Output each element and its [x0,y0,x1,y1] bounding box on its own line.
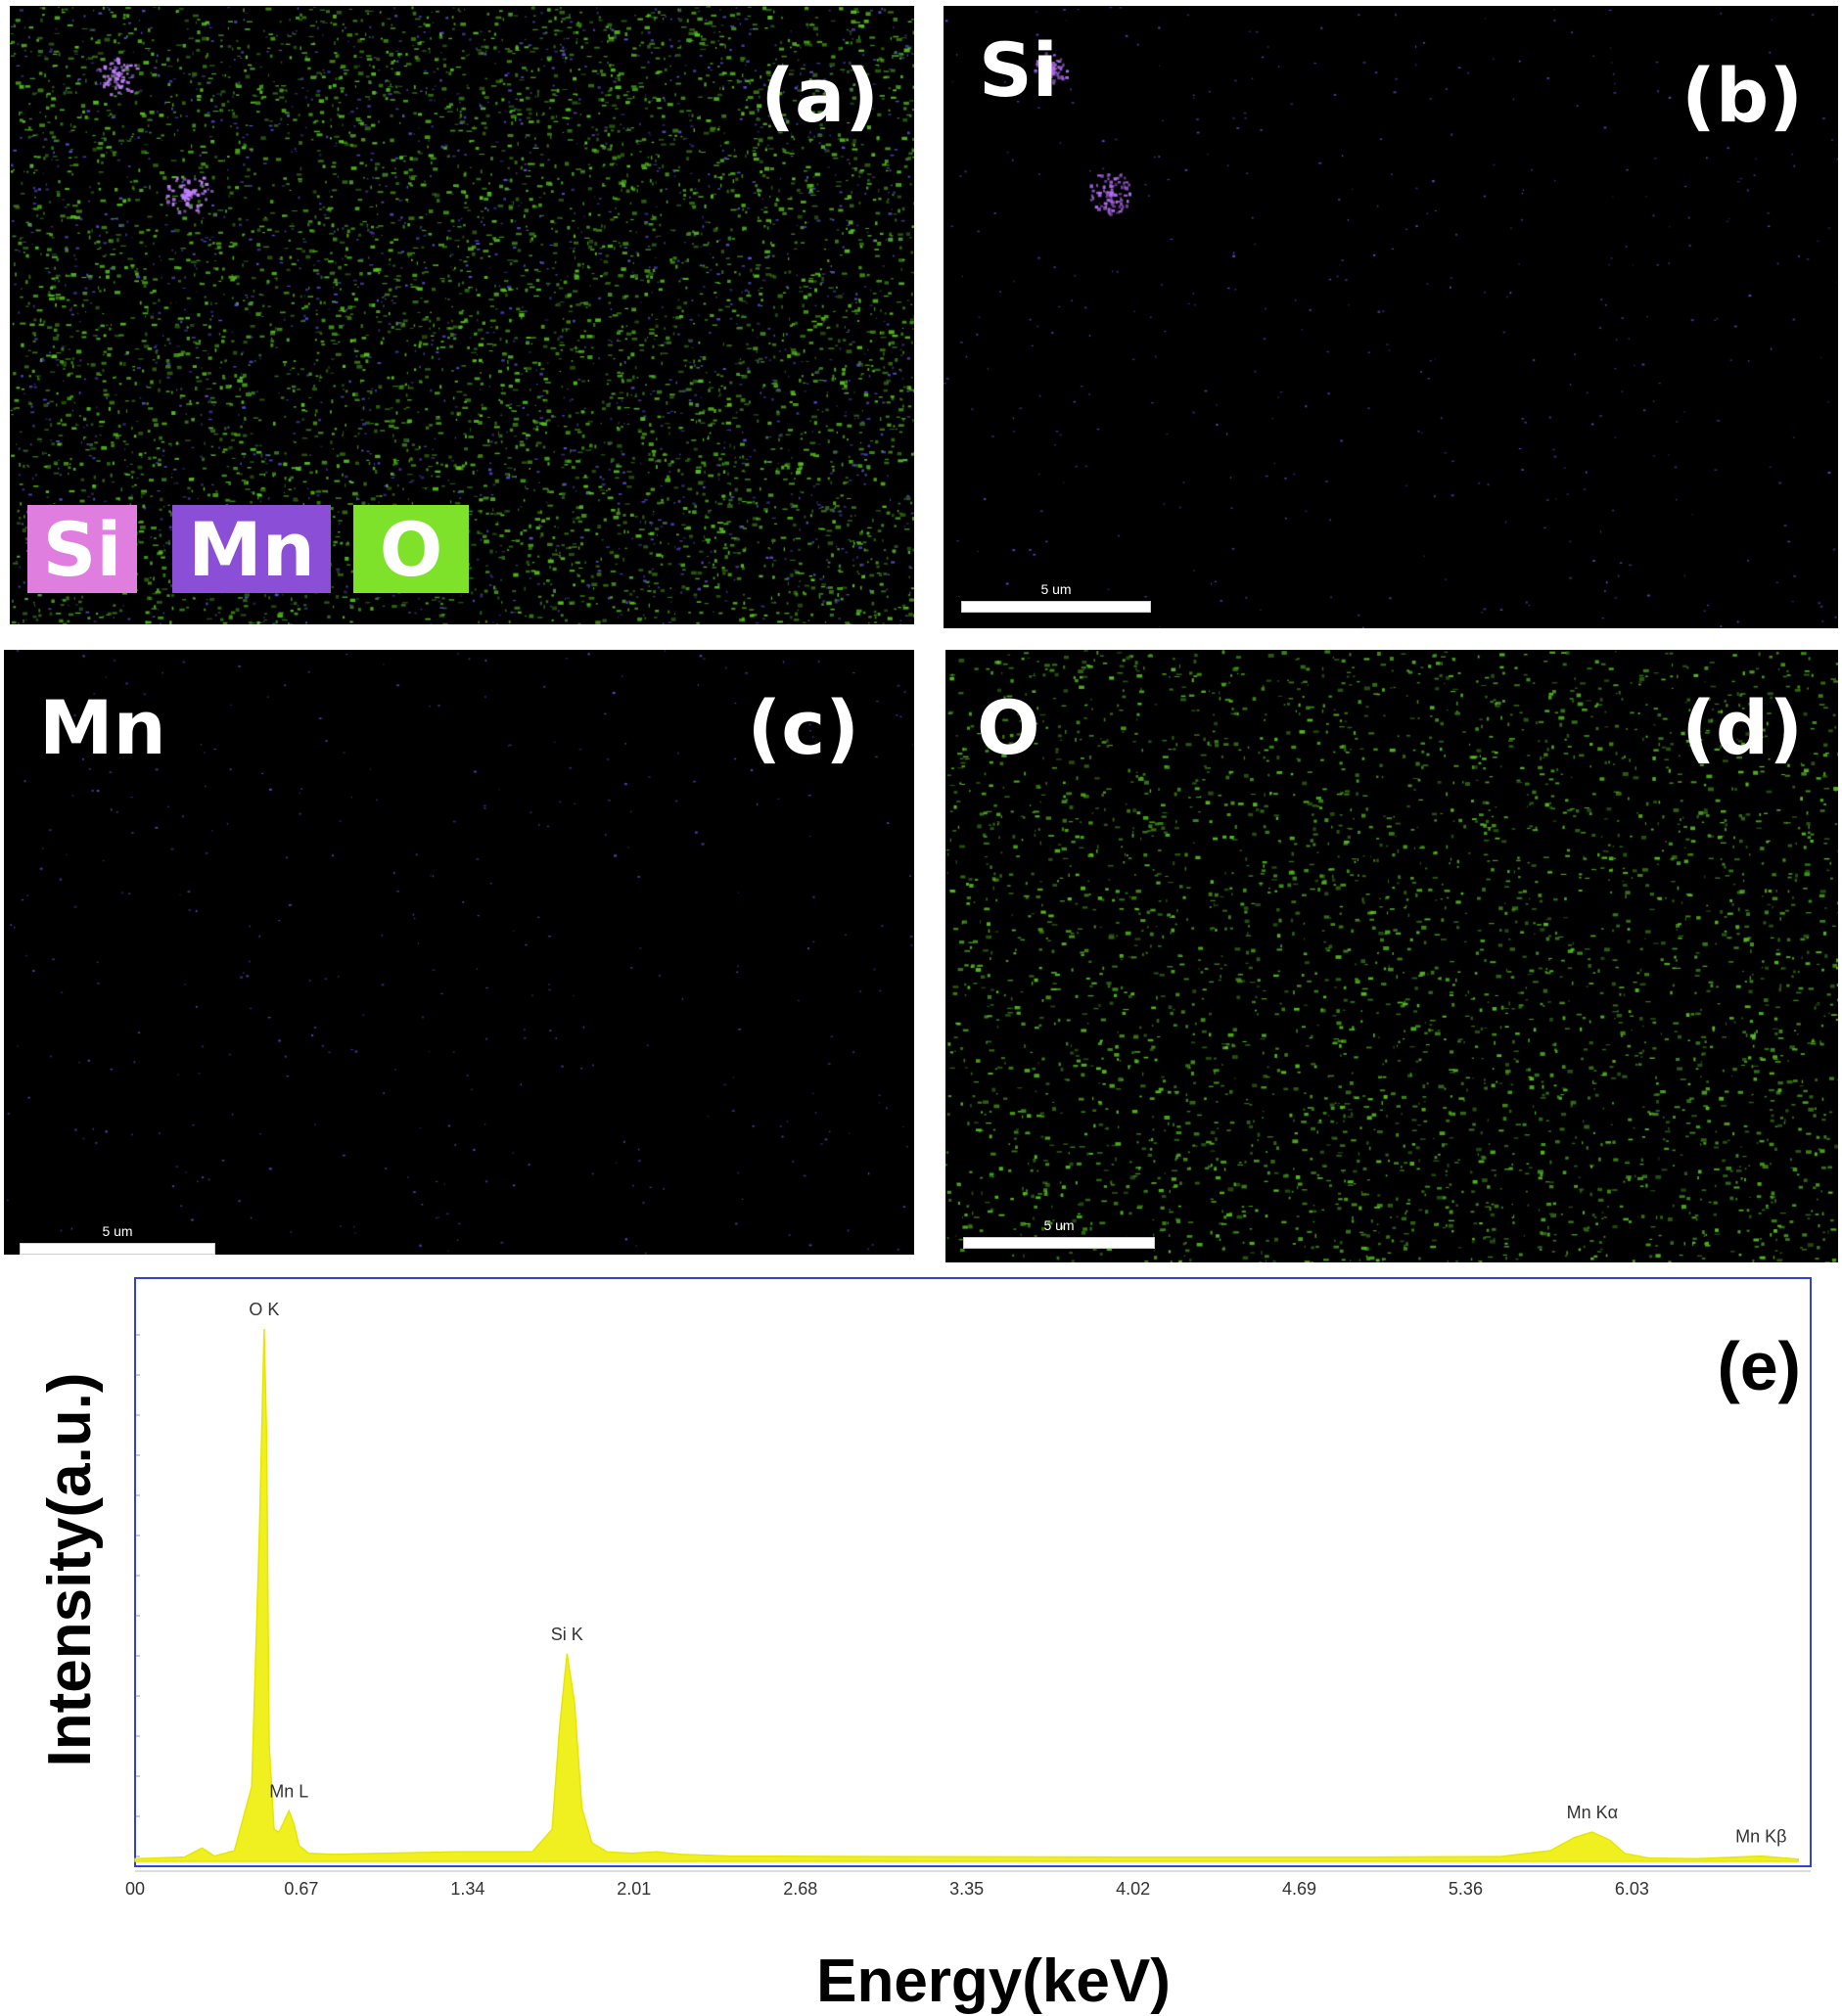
panel-c-mn-map: Mn (c) 5 um [4,650,914,1255]
x-tick-label: 0.67 [284,1879,318,1899]
y-axis-title: Intensity(a.u.) [36,1372,104,1766]
plot-frame [134,1277,1812,1867]
si-map-image [944,6,1838,628]
panel-b-scale-bar: 5 um [961,575,1151,613]
panel-d-scale-bar: 5 um [963,1212,1155,1249]
x-tick-label: 3.35 [949,1879,984,1899]
panel-c-scale-label: 5 um [102,1223,133,1239]
panel-e-tag: (e) [1717,1328,1801,1404]
panel-b-si-map: Si (b) 5 um [944,6,1838,628]
panel-a-composite-map: (a) Si Mn O [10,6,914,624]
legend-o-label: O [379,505,443,593]
peak-annotation: Si K [551,1625,583,1644]
panel-d-scale-label: 5 um [1043,1217,1075,1233]
panel-d-o-map: O (d) 5 um [945,650,1838,1262]
x-tick-label: 5.36 [1449,1879,1483,1899]
x-tick-label: 6.03 [1615,1879,1649,1899]
legend-o: O [353,505,469,593]
panel-d-scale-line [963,1237,1155,1249]
legend-si-label: Si [42,505,122,593]
x-tick-label: 2.01 [617,1879,651,1899]
panel-d-element-label: O [977,684,1040,771]
peak-annotation: Mn Kα [1567,1803,1618,1822]
peak-annotation: Mn L [269,1781,308,1801]
x-tick-label: 00 [125,1879,145,1899]
x-tick-label: 1.34 [450,1879,484,1899]
legend-mn-label: Mn [188,505,315,593]
panel-c-scale-bar: 5 um [20,1217,215,1255]
peak-annotation: O K [249,1300,279,1319]
panel-b-scale-line [961,601,1151,613]
x-tick-label: 4.02 [1116,1879,1150,1899]
panel-c-tag: (c) [747,684,859,771]
mn-map-image [4,650,914,1255]
panel-b-tag: (b) [1681,52,1803,139]
legend-mn: Mn [172,505,331,593]
panel-c-scale-line [20,1243,215,1255]
spectrum-area [134,1328,1800,1862]
x-tick-label: 4.69 [1282,1879,1316,1899]
panel-d-tag: (d) [1681,684,1803,771]
o-map-image [945,650,1838,1262]
element-legend: Si Mn O [27,505,478,593]
panel-b-element-label: Si [979,26,1058,114]
panel-b-scale-label: 5 um [1040,581,1072,597]
panel-a-tag: (a) [760,52,879,139]
panel-c-element-label: Mn [39,684,166,771]
legend-si: Si [27,505,137,593]
x-tick-label: 2.68 [783,1879,817,1899]
x-axis-title: Energy(keV) [816,1947,1171,2015]
peak-annotation: Mn Kβ [1735,1827,1786,1847]
